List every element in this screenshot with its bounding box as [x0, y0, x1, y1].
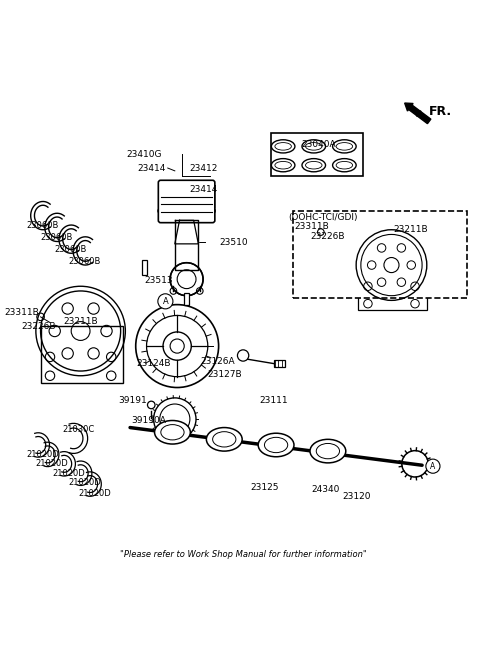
- Text: 23040A: 23040A: [301, 140, 336, 150]
- Text: 23127B: 23127B: [207, 370, 241, 379]
- Text: (DOHC-TCI/GDI): (DOHC-TCI/GDI): [288, 213, 358, 222]
- Ellipse shape: [155, 420, 191, 444]
- Text: 23410G: 23410G: [126, 150, 162, 159]
- Text: A: A: [430, 461, 435, 471]
- Text: 21020D: 21020D: [52, 469, 85, 478]
- Bar: [271, 133, 363, 175]
- Bar: [142, 260, 147, 275]
- Text: 23226B: 23226B: [311, 232, 345, 241]
- Ellipse shape: [258, 433, 294, 457]
- Bar: [184, 293, 189, 305]
- Text: 23211B: 23211B: [393, 225, 428, 234]
- Text: 23211B: 23211B: [63, 317, 98, 326]
- Circle shape: [181, 205, 192, 216]
- Text: 23060B: 23060B: [41, 233, 73, 242]
- Text: 23111: 23111: [259, 397, 288, 405]
- FancyBboxPatch shape: [293, 211, 467, 298]
- Text: 23414: 23414: [137, 164, 166, 173]
- Text: 23125: 23125: [250, 483, 278, 493]
- Text: 23226B: 23226B: [21, 322, 56, 331]
- Text: 23060B: 23060B: [55, 245, 87, 254]
- Text: 21020D: 21020D: [36, 459, 69, 468]
- Circle shape: [426, 459, 440, 473]
- Text: 23124B: 23124B: [136, 359, 171, 369]
- Text: 21020D: 21020D: [26, 450, 59, 459]
- FancyArrow shape: [405, 103, 431, 124]
- Text: 23126A: 23126A: [200, 357, 235, 366]
- Text: 39191: 39191: [118, 396, 147, 404]
- Polygon shape: [175, 220, 198, 270]
- Text: 23060B: 23060B: [69, 257, 101, 265]
- Text: 23510: 23510: [219, 238, 248, 247]
- Text: 23060B: 23060B: [26, 222, 59, 230]
- Bar: [41, 326, 123, 383]
- Bar: [274, 360, 286, 367]
- FancyBboxPatch shape: [158, 180, 215, 222]
- Text: 23120: 23120: [342, 493, 371, 501]
- Text: "Please refer to Work Shop Manual for further information": "Please refer to Work Shop Manual for fu…: [120, 550, 367, 559]
- Polygon shape: [175, 220, 198, 244]
- Text: 23414: 23414: [189, 185, 217, 194]
- Text: 23311B: 23311B: [294, 222, 329, 231]
- Text: 39190A: 39190A: [132, 416, 167, 425]
- Ellipse shape: [310, 440, 346, 463]
- Text: 24340: 24340: [312, 485, 340, 495]
- Bar: [358, 263, 427, 310]
- Circle shape: [147, 401, 155, 408]
- Text: FR.: FR.: [429, 105, 452, 118]
- Circle shape: [158, 294, 173, 309]
- Text: 21030C: 21030C: [62, 426, 95, 434]
- Text: 21020D: 21020D: [69, 478, 102, 487]
- Text: 23311B: 23311B: [4, 308, 39, 316]
- Text: 23513: 23513: [144, 275, 173, 285]
- Text: 21020D: 21020D: [78, 489, 111, 498]
- Text: 23412: 23412: [189, 164, 217, 173]
- Text: A: A: [163, 297, 168, 306]
- Ellipse shape: [206, 428, 242, 451]
